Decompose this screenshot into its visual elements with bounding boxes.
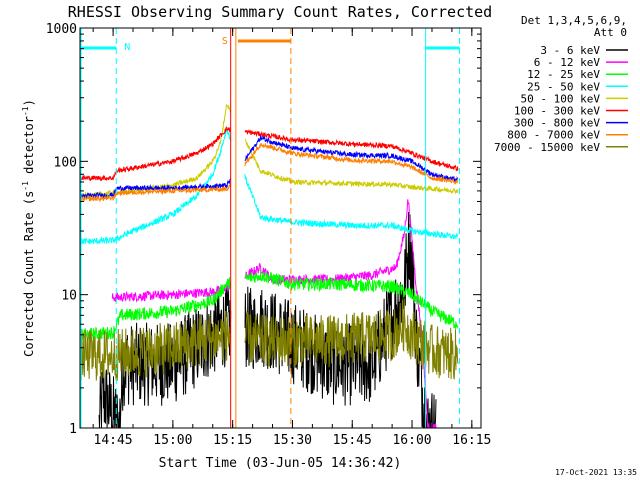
x-tick-label: 16:00 bbox=[392, 433, 431, 448]
x-tick-label: 14:45 bbox=[94, 433, 133, 448]
y-tick-label: 1 bbox=[69, 422, 77, 437]
legend-label: 12 - 25 keV bbox=[527, 68, 600, 81]
svg-text:Corrected Count Rate (s-1 dete: Corrected Count Rate (s-1 detector-1) bbox=[21, 99, 36, 357]
x-tick-label: 15:45 bbox=[333, 433, 372, 448]
legend-label: 800 - 7000 keV bbox=[507, 129, 600, 142]
y-tick-label: 10 bbox=[61, 289, 77, 304]
legend-header: Att 0 bbox=[594, 26, 627, 39]
x-tick-label: 15:00 bbox=[153, 433, 192, 448]
x-axis-label: Start Time (03-Jun-05 14:36:42) bbox=[159, 456, 402, 471]
series-25-50keV bbox=[80, 128, 459, 245]
legend-label: 100 - 300 keV bbox=[514, 105, 600, 118]
x-tick-label: 15:15 bbox=[213, 433, 252, 448]
plot-frame bbox=[79, 27, 482, 429]
plot-area: N S 1 10 100 1000 14:45 15:00 15:15 15:30 15:45 16:… bbox=[46, 22, 492, 448]
legend-label: 25 - 50 keV bbox=[527, 80, 600, 93]
series-100-300keV bbox=[80, 125, 459, 182]
series-300-800keV bbox=[80, 135, 459, 200]
chart-title: RHESSI Observing Summary Count Rates, Co… bbox=[68, 3, 492, 21]
legend-header: Det 1,3,4,5,6,9, bbox=[521, 14, 627, 27]
x-tick-label: 16:15 bbox=[452, 433, 491, 448]
timestamp: 17-Oct-2021 13:35 bbox=[555, 468, 637, 477]
y-tick-label: 1000 bbox=[46, 22, 77, 37]
x-tick-label: 15:30 bbox=[273, 433, 312, 448]
legend-label: 6 - 12 keV bbox=[534, 56, 601, 69]
series-7000-15000keV bbox=[80, 298, 459, 382]
y-tick-label: 100 bbox=[54, 155, 77, 170]
legend-label: 300 - 800 keV bbox=[514, 117, 600, 130]
legend-label: 7000 - 15000 keV bbox=[494, 141, 600, 154]
series-12-25keV bbox=[80, 269, 459, 341]
night-label: N bbox=[124, 42, 130, 53]
legend-label: 50 - 100 keV bbox=[521, 92, 601, 105]
series-800-7000keV bbox=[80, 142, 459, 203]
saa-label: S bbox=[222, 36, 228, 47]
y-axis-label: Corrected Count Rate (s-1 detector-1) bbox=[21, 99, 36, 357]
legend-label: 3 - 6 keV bbox=[540, 44, 600, 57]
